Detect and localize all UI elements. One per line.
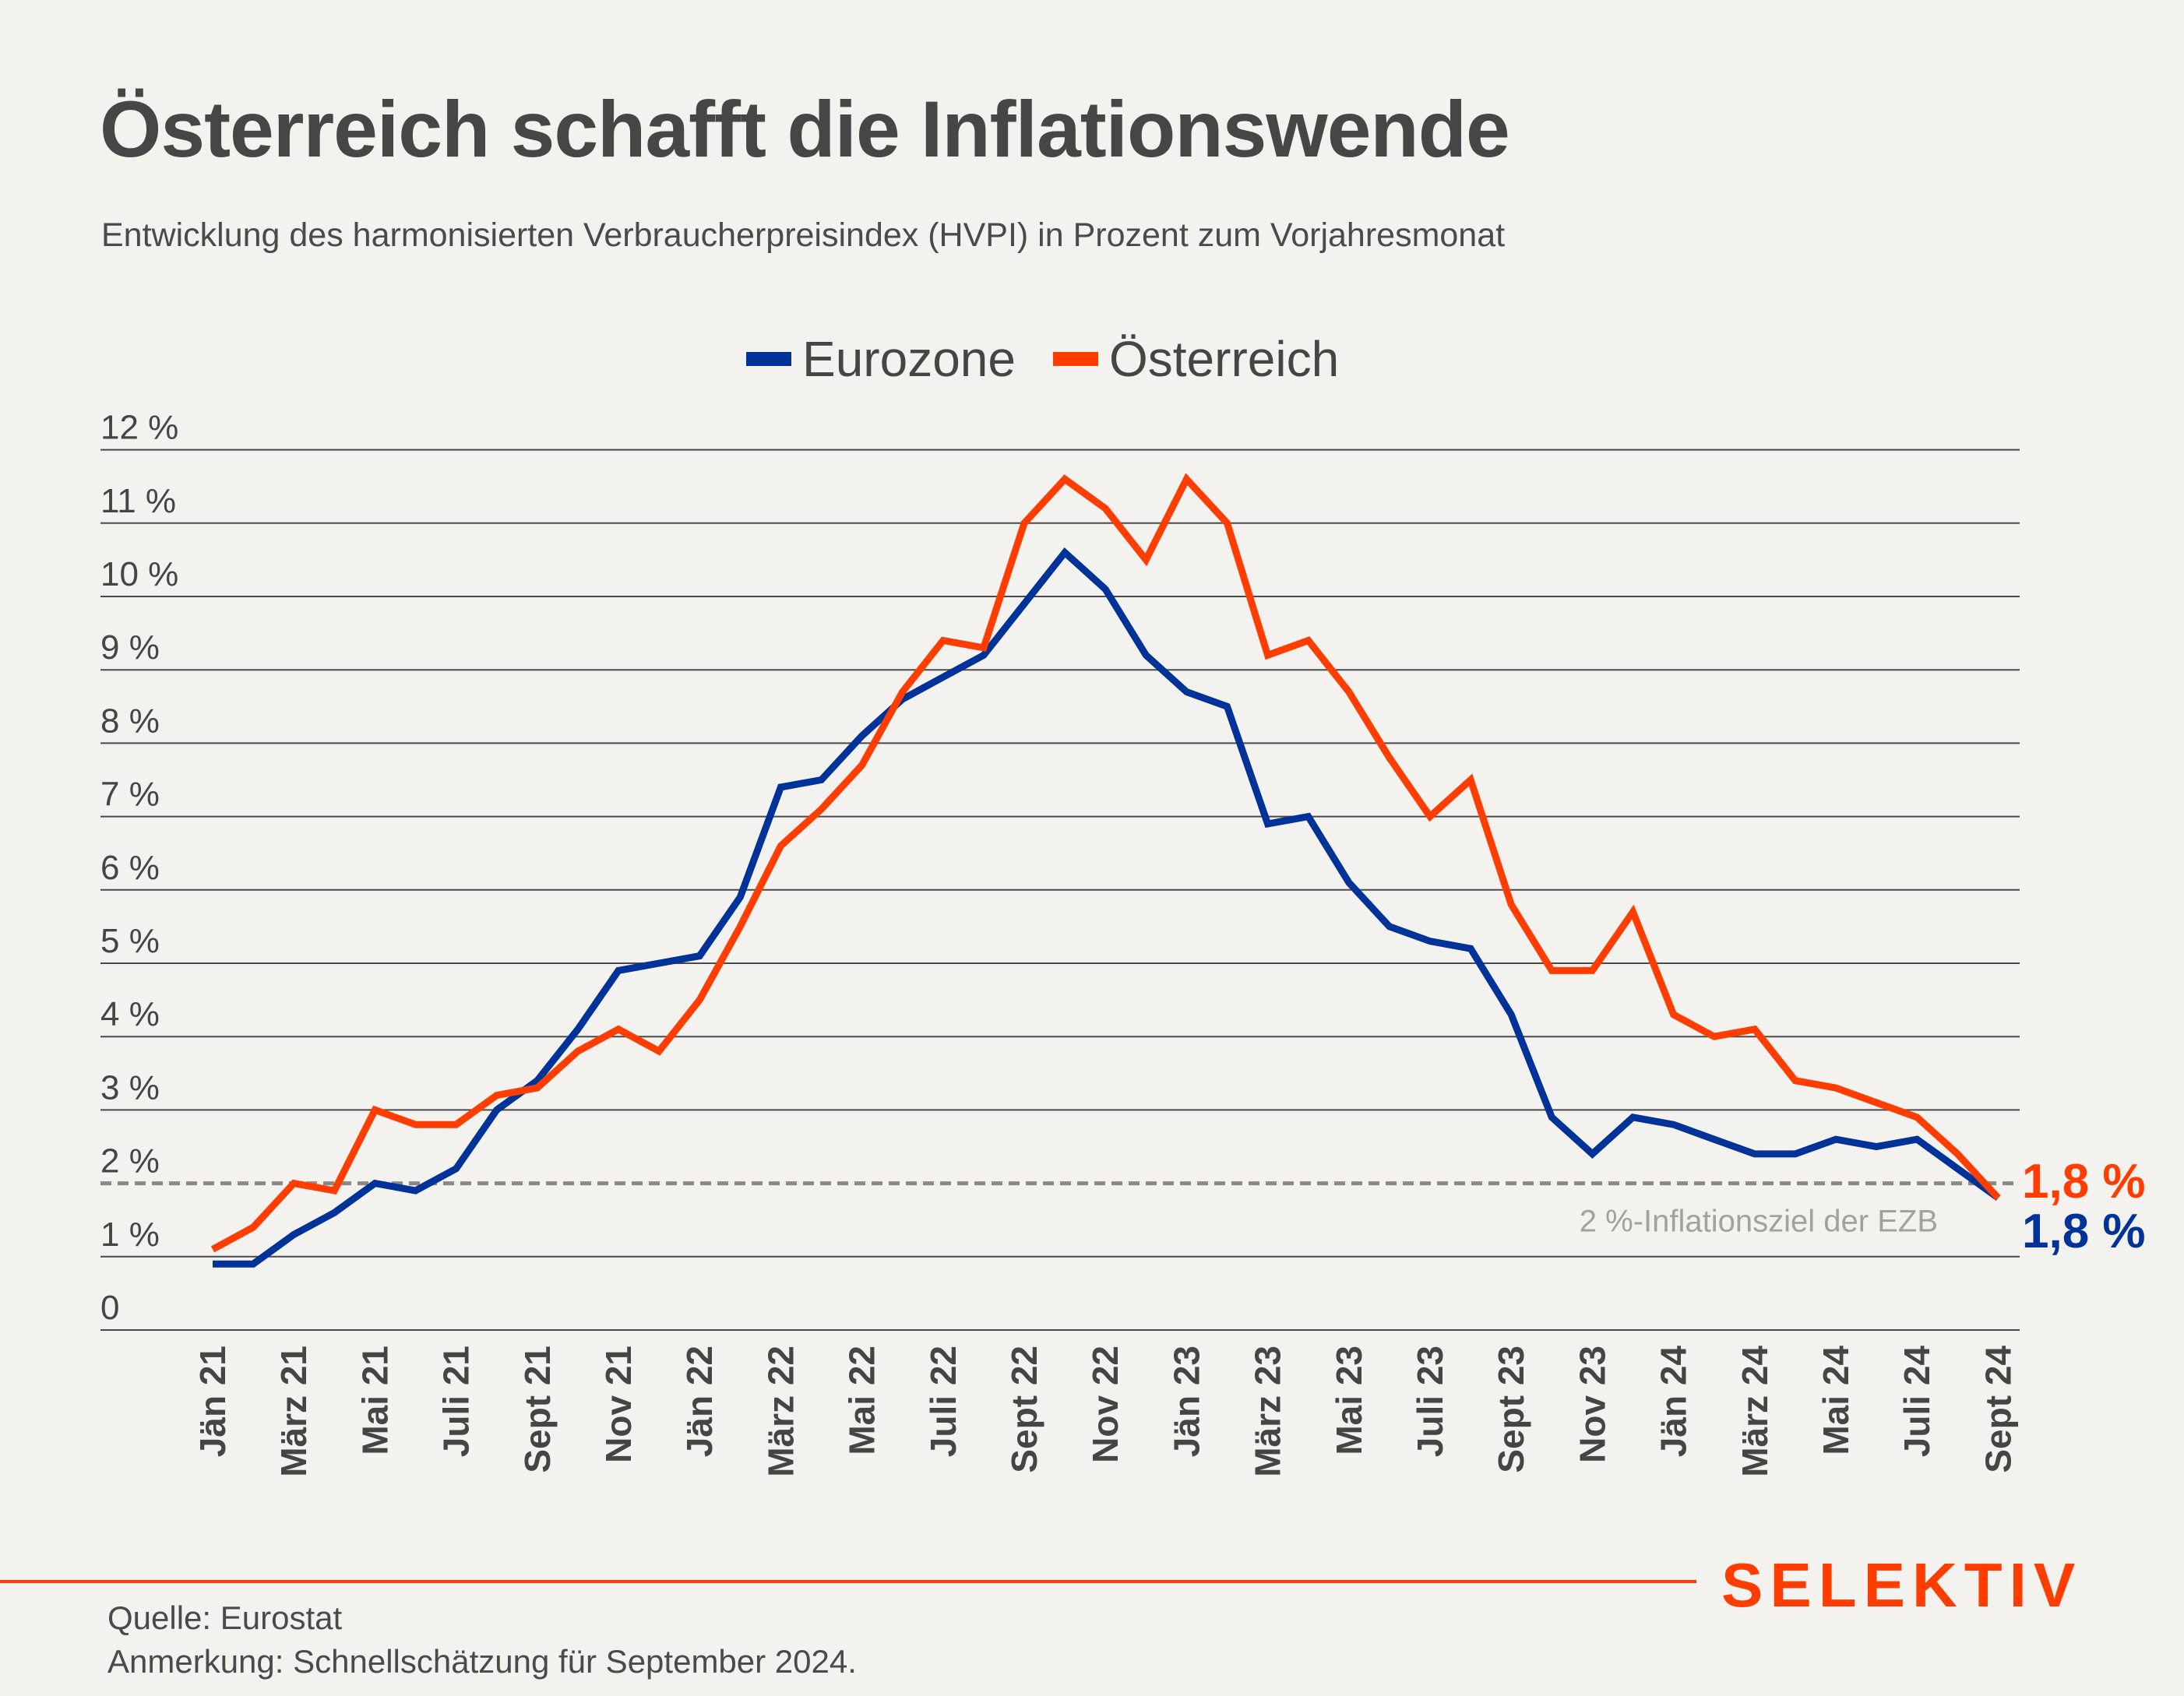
end-label-eurozone: 1,8 % [2022,1205,2146,1258]
x-tick-label: Mai 22 [842,1346,882,1455]
legend-label-oesterreich: Österreich [1108,331,1340,387]
y-tick-label: 2 % [100,1142,160,1181]
legend-label-eurozone: Eurozone [802,331,1016,387]
x-tick-label: Jän 24 [1654,1346,1694,1458]
legend-item-oesterreich: Österreich [1052,330,1340,388]
y-tick-label: 3 % [100,1068,160,1107]
y-tick-label: 8 % [100,702,160,740]
y-tick-label: 0 [100,1289,119,1327]
x-tick-label: Jän 21 [192,1346,233,1457]
x-tick-label: Nov 23 [1572,1346,1612,1463]
x-tick-label: Juli 24 [1897,1346,1937,1458]
x-tick-label: März 24 [1735,1346,1775,1477]
selektiv-logo: SELEKTIV [1721,1550,2083,1620]
legend-item-eurozone: Eurozone [746,330,1016,388]
y-tick-label: 4 % [100,995,160,1033]
target-line-group: 2 %-Inflationsziel der EZB [100,1181,2020,1239]
source-note: Quelle: Eurostat [107,1599,343,1636]
y-tick-label: 11 % [100,482,176,520]
legend-swatch-eurozone [746,352,791,366]
y-tick-label: 7 % [100,776,160,814]
y-tick-label: 12 % [100,409,178,447]
x-tick-label: Jän 22 [679,1346,720,1457]
end-labels: 1,8 %1,8 % [2022,1155,2146,1258]
x-axis-tick-labels: Jän 21 März 21 Mai 21 Juli 21 Sept 21 Nov 21 J… [192,1346,2018,1477]
chart-title: Österreich schafft die Inflationswende [100,85,1510,174]
y-tick-label: 1 % [100,1216,160,1254]
chart-subtitle: Entwicklung des harmonisierten Verbrauch… [101,216,1506,254]
x-tick-label: Sept 24 [1978,1346,2018,1473]
y-tick-label: 9 % [100,628,160,667]
y-tick-label: 5 % [100,922,160,960]
x-tick-label: Nov 22 [1085,1346,1125,1463]
x-tick-label: Sept 21 [517,1346,558,1473]
y-axis-tick-labels: 0 1 % 2 % 3 % 4 % 5 % 6 % 7 % 8 % 9 % 10 % 11 % 12 % [100,409,178,1327]
legend-swatch-oesterreich [1052,352,1098,366]
series-lines [210,473,2001,1268]
line-chart: 0 1 % 2 % 3 % 4 % 5 % 6 % 7 % 8 % 9 % 10 % 11 % 12 %… [100,409,2146,1477]
y-tick-label: 6 % [100,849,160,887]
x-tick-label: Mai 23 [1329,1346,1369,1455]
x-tick-label: Mai 21 [354,1346,395,1455]
x-tick-label: März 21 [273,1346,314,1477]
x-tick-label: Juli 21 [436,1346,477,1457]
x-tick-label: Mai 24 [1816,1346,1856,1455]
x-tick-label: Sept 22 [1004,1346,1044,1473]
series-line-eurozone [213,547,2001,1268]
x-tick-label: Jän 23 [1166,1346,1206,1457]
gridlines [100,449,2020,1331]
x-tick-label: Juli 22 [923,1346,963,1457]
target-line-label: 2 %-Inflationsziel der EZB [1580,1205,1938,1239]
x-tick-label: Nov 21 [598,1346,639,1463]
series-line-oesterreich [210,473,2001,1253]
end-label-oesterreich: 1,8 % [2022,1155,2146,1209]
legend: Eurozone Österreich [746,330,1376,388]
y-tick-label: 10 % [100,555,178,593]
x-tick-label: Juli 23 [1410,1346,1450,1457]
x-tick-label: März 22 [760,1346,801,1477]
footer-divider [0,1580,1696,1583]
x-tick-label: März 23 [1248,1346,1288,1477]
annotation-note: Anmerkung: Schnellschätzung für Septembe… [107,1643,857,1680]
x-tick-label: Sept 23 [1491,1346,1531,1473]
